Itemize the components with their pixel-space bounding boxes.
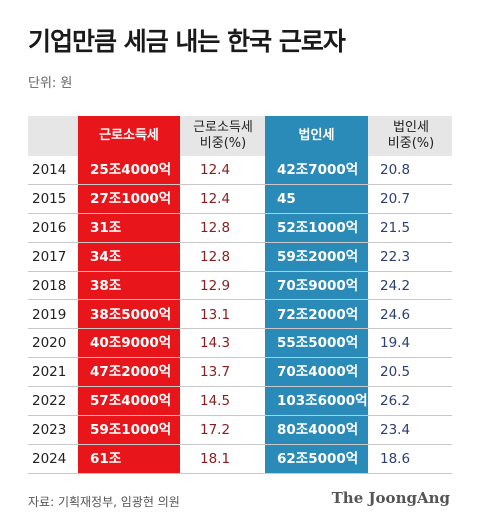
corp-share-cell: 23.4 — [380, 422, 411, 439]
corp-tax-cell: 59조2000억 — [277, 248, 359, 265]
row-divider — [28, 357, 452, 359]
row-divider — [28, 299, 452, 301]
labor-tax-cell: 25조4000억 — [90, 162, 172, 178]
header-corp-tax: 법인세 — [265, 116, 368, 156]
table-row: 2018 38조 12.9 70조9000억 24.2 — [28, 272, 452, 301]
labor-tax-cell: 34조 — [90, 248, 122, 265]
corp-tax-cell: 42조7000억 — [277, 162, 359, 178]
labor-tax-column-band — [78, 116, 180, 474]
labor-share-cell: 17.2 — [200, 422, 231, 439]
labor-tax-cell: 38조 — [90, 277, 122, 294]
year-cell: 2014 — [32, 162, 67, 178]
row-divider — [28, 472, 452, 474]
header-labor-tax-label: 근로소득세 — [99, 128, 159, 143]
header-labor-share: 근로소득세 비중(%) — [183, 116, 263, 156]
header-corp-share: 법인세 비중(%) — [370, 116, 452, 156]
corp-tax-cell: 70조9000억 — [277, 277, 359, 294]
header-corp-share-line1: 법인세 — [393, 120, 429, 135]
year-cell: 2022 — [32, 393, 67, 410]
labor-tax-cell: 57조4000억 — [90, 393, 172, 410]
labor-share-cell: 12.8 — [200, 248, 231, 265]
year-cell: 2018 — [32, 277, 67, 294]
labor-share-cell: 12.4 — [200, 190, 231, 207]
table-row: 2016 31조 12.8 52조1000억 21.5 — [28, 214, 452, 243]
corp-tax-cell: 70조4000억 — [277, 364, 359, 381]
labor-share-cell: 13.1 — [200, 306, 231, 323]
corp-share-cell: 21.5 — [380, 219, 411, 236]
labor-tax-cell: 40조9000억 — [90, 335, 172, 352]
row-divider — [28, 415, 452, 417]
labor-tax-cell: 38조5000억 — [90, 306, 172, 323]
row-divider — [28, 328, 452, 330]
year-cell: 2015 — [32, 190, 67, 207]
row-divider — [28, 241, 452, 243]
page-title: 기업만큼 세금 내는 한국 근로자 — [28, 27, 346, 56]
corp-tax-cell: 103조6000억 — [277, 393, 368, 410]
table-row: 2014 25조4000억 12.4 42조7000억 20.8 — [28, 156, 452, 185]
header-labor-tax: 근로소득세 — [78, 116, 180, 156]
table-row: 2017 34조 12.8 59조2000억 22.3 — [28, 243, 452, 272]
year-cell: 2019 — [32, 306, 67, 323]
labor-tax-cell: 61조 — [90, 451, 122, 467]
table-row: 2021 47조2000억 13.7 70조4000억 20.5 — [28, 358, 452, 388]
labor-tax-cell: 27조1000억 — [90, 190, 172, 207]
labor-tax-cell: 59조1000억 — [90, 422, 172, 439]
corp-share-cell: 20.5 — [380, 364, 411, 381]
year-cell: 2023 — [32, 422, 67, 439]
corp-share-cell: 22.3 — [380, 248, 411, 265]
corp-tax-cell: 55조5000억 — [277, 335, 359, 352]
labor-share-cell: 12.9 — [200, 277, 231, 294]
labor-share-cell: 13.7 — [200, 364, 231, 381]
corp-share-cell: 18.6 — [380, 451, 411, 467]
header-labor-share-line2: 비중(%) — [199, 136, 247, 151]
table-row: 2022 57조4000억 14.5 103조6000억 26.2 — [28, 387, 452, 417]
corp-tax-cell: 62조5000억 — [277, 451, 359, 467]
table-row: 2024 61조 18.1 62조5000억 18.6 — [28, 445, 452, 474]
row-divider — [28, 386, 452, 388]
table-row: 2019 38조5000억 13.1 72조2000억 24.6 — [28, 301, 452, 330]
year-cell: 2020 — [32, 335, 67, 352]
corp-tax-column-band — [265, 116, 368, 474]
corp-share-cell: 19.4 — [380, 335, 411, 352]
corp-tax-cell: 45 — [277, 190, 296, 207]
corp-share-cell: 20.7 — [380, 190, 411, 207]
table-row: 2020 40조9000억 14.3 55조5000억 19.4 — [28, 329, 452, 359]
year-cell: 2016 — [32, 219, 67, 236]
corp-share-cell: 24.6 — [380, 306, 411, 323]
corp-tax-cell: 52조1000억 — [277, 219, 359, 236]
row-divider — [28, 212, 452, 214]
header-labor-share-line1: 근로소득세 — [193, 120, 253, 135]
labor-tax-cell: 31조 — [90, 219, 122, 236]
labor-share-cell: 14.3 — [200, 335, 231, 352]
year-cell: 2021 — [32, 364, 67, 381]
labor-share-cell: 14.5 — [200, 393, 231, 410]
header-corp-share-line2: 비중(%) — [387, 136, 435, 151]
labor-share-cell: 12.4 — [200, 162, 231, 178]
corp-share-cell: 20.8 — [380, 162, 411, 178]
corp-tax-cell: 72조2000억 — [277, 306, 359, 323]
labor-share-cell: 12.8 — [200, 219, 231, 236]
corp-share-cell: 26.2 — [380, 393, 411, 410]
row-divider — [28, 443, 452, 445]
table-row: 2015 27조1000억 12.4 45 20.7 — [28, 185, 452, 214]
table-row: 2023 59조1000억 17.2 80조4000억 23.4 — [28, 416, 452, 445]
header-corp-tax-label: 법인세 — [298, 128, 335, 143]
year-cell: 2024 — [32, 451, 67, 467]
labor-tax-cell: 47조2000억 — [90, 364, 172, 381]
brand-logo: The JoongAng — [331, 489, 450, 507]
year-cell: 2017 — [32, 248, 67, 265]
row-divider — [28, 270, 452, 272]
row-divider — [28, 183, 452, 185]
tax-table: 근로소득세 근로소득세 비중(%) 법인세 법인세 비중(%) 2014 25조4… — [28, 116, 452, 474]
corp-tax-cell: 80조4000억 — [277, 422, 359, 439]
labor-share-cell: 18.1 — [200, 451, 231, 467]
unit-label: 단위: 원 — [28, 76, 73, 91]
source-note: 자료: 기획재정부, 임광현 의원 — [28, 495, 180, 509]
corp-share-cell: 24.2 — [380, 277, 411, 294]
